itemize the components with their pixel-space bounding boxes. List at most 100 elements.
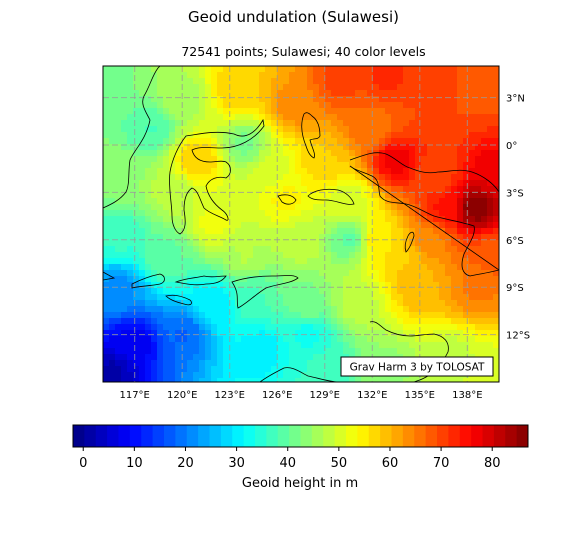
heatmap-cell [301,108,308,115]
heatmap-cell [199,198,206,205]
heatmap-cell [157,192,164,199]
heatmap-cell [313,252,320,259]
heatmap-cell [277,180,284,187]
heatmap-cell [391,294,398,301]
heatmap-cell [409,348,416,355]
heatmap-cell [373,252,380,259]
heatmap-cell [379,72,386,79]
heatmap-cell [133,264,140,271]
heatmap-cell [217,138,224,145]
heatmap-cell [289,114,296,121]
heatmap-cell [103,246,110,253]
heatmap-cell [319,294,326,301]
heatmap-cell [445,150,452,157]
heatmap-cell [241,324,248,331]
heatmap-cell [127,234,134,241]
heatmap-cell [247,210,254,217]
heatmap-cell [109,348,116,355]
heatmap-cell [157,138,164,145]
heatmap-cell [103,198,110,205]
heatmap-cell [175,360,182,367]
heatmap-cell [265,102,272,109]
heatmap-cell [229,168,236,175]
heatmap-cell [181,228,188,235]
heatmap-cell [127,264,134,271]
heatmap-cell [487,72,494,79]
heatmap-cell [139,228,146,235]
heatmap-cell [367,312,374,319]
heatmap-cell [313,90,320,97]
heatmap-cell [463,216,470,223]
heatmap-cell [121,90,128,97]
heatmap-cell [193,102,200,109]
lat-tick-label: 6°S [506,236,524,247]
heatmap-cell [451,186,458,193]
heatmap-cell [271,336,278,343]
heatmap-cell [229,96,236,103]
heatmap-cell [337,276,344,283]
heatmap-cell [391,228,398,235]
heatmap-cell [385,90,392,97]
heatmap-cell [253,378,260,382]
heatmap-cell [427,174,434,181]
heatmap-cell [397,162,404,169]
heatmap-cell [253,342,260,349]
heatmap-cell [253,360,260,367]
heatmap-cell [115,132,122,139]
heatmap-cell [139,294,146,301]
heatmap-cell [361,78,368,85]
heatmap-cell [115,330,122,337]
heatmap-cell [493,222,499,229]
heatmap-cell [373,294,380,301]
heatmap-cell [223,102,230,109]
heatmap-cell [415,216,422,223]
heatmap-cell [331,192,338,199]
heatmap-cell [487,162,494,169]
heatmap-cell [301,84,308,91]
heatmap-cell [253,138,260,145]
heatmap-cell [445,318,452,325]
heatmap-cell [493,138,499,145]
heatmap-cell [271,120,278,127]
heatmap-cell [349,324,356,331]
colorbar-segment [414,425,427,447]
heatmap-cell [277,96,284,103]
heatmap-cell [241,174,248,181]
heatmap-cell [403,90,410,97]
colorbar-segment [277,425,290,447]
heatmap-cell [229,282,236,289]
heatmap-cell [133,360,140,367]
heatmap-cell [151,102,158,109]
heatmap-cell [145,228,152,235]
heatmap-cell [487,132,494,139]
heatmap-cell [145,258,152,265]
heatmap-cell [109,78,116,85]
heatmap-cell [241,156,248,163]
heatmap-cell [421,84,428,91]
heatmap-cell [259,270,266,277]
heatmap-cell [121,150,128,157]
heatmap-cell [463,330,470,337]
heatmap-cell [163,342,170,349]
heatmap-cell [427,90,434,97]
heatmap-cell [151,294,158,301]
colorbar-segment [448,425,461,447]
heatmap-cell [403,222,410,229]
heatmap-cell [469,174,476,181]
heatmap-cell [271,114,278,121]
heatmap-cell [187,198,194,205]
heatmap-cell [121,78,128,85]
heatmap-cell [271,186,278,193]
heatmap-cell [451,336,458,343]
heatmap-cell [325,372,332,379]
heatmap-cell [427,210,434,217]
heatmap-cell [373,210,380,217]
heatmap-cell [451,228,458,235]
heatmap-cell [463,108,470,115]
heatmap-cell [475,348,482,355]
heatmap-cell [187,318,194,325]
heatmap-cell [295,126,302,133]
heatmap-cell [163,264,170,271]
heatmap-cell [115,216,122,223]
heatmap-cell [319,330,326,337]
